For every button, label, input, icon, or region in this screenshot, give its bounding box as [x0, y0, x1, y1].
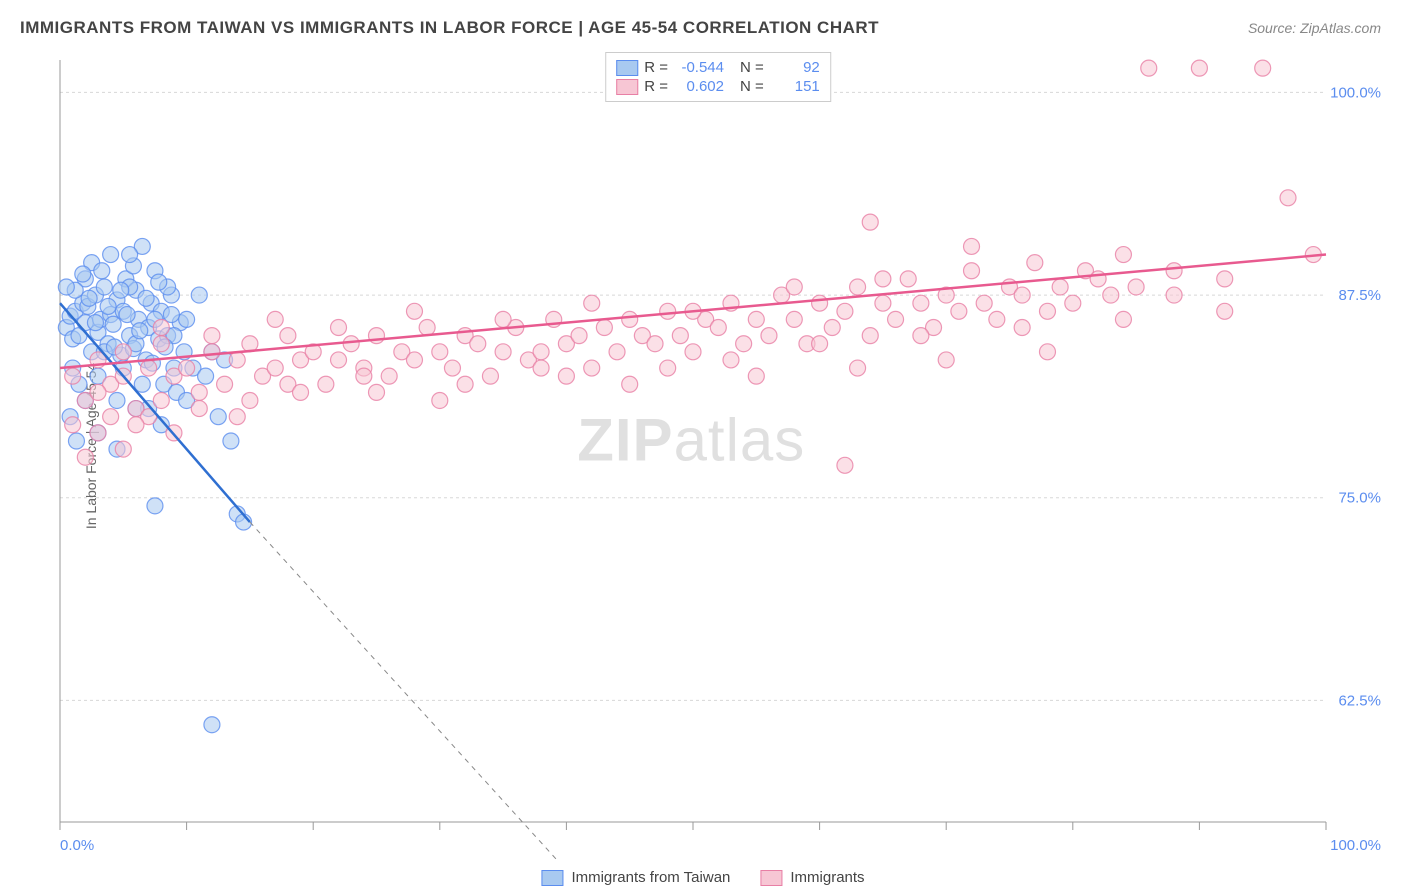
scatter-chart: 62.5% 75.0% 87.5% 100.0% 0.0% 100.0%: [50, 50, 1386, 862]
source-attribution: Source: ZipAtlas.com: [1248, 20, 1381, 36]
svg-text:87.5%: 87.5%: [1338, 287, 1381, 304]
legend-swatch-icon: [541, 870, 563, 886]
plot-area: 62.5% 75.0% 87.5% 100.0% 0.0% 100.0% R = -0.5…: [50, 50, 1386, 862]
chart-title: IMMIGRANTS FROM TAIWAN VS IMMIGRANTS IN …: [20, 18, 879, 38]
legend-swatch-taiwan: [616, 60, 638, 76]
legend-r-value-immigrants: 0.602: [674, 78, 724, 95]
legend-row-taiwan: R = -0.544 N = 92: [616, 59, 820, 76]
svg-text:75.0%: 75.0%: [1338, 490, 1381, 507]
legend-row-immigrants: R = 0.602 N = 151: [616, 78, 820, 95]
legend-n-label: N =: [740, 78, 764, 95]
legend-swatch-immigrants: [616, 79, 638, 95]
legend-label: Immigrants: [790, 869, 864, 886]
legend-r-label: R =: [644, 59, 668, 76]
svg-text:0.0%: 0.0%: [60, 837, 94, 854]
legend-swatch-icon: [760, 870, 782, 886]
legend-n-label: N =: [740, 59, 764, 76]
legend-label: Immigrants from Taiwan: [571, 869, 730, 886]
svg-text:62.5%: 62.5%: [1338, 692, 1381, 709]
legend-r-value-taiwan: -0.544: [674, 59, 724, 76]
legend-r-label: R =: [644, 78, 668, 95]
series-legend: Immigrants from Taiwan Immigrants: [541, 869, 864, 886]
legend-item-taiwan: Immigrants from Taiwan: [541, 869, 730, 886]
legend-n-value-taiwan: 92: [770, 59, 820, 76]
legend-item-immigrants: Immigrants: [760, 869, 864, 886]
correlation-legend: R = -0.544 N = 92 R = 0.602 N = 151: [605, 52, 831, 102]
svg-text:100.0%: 100.0%: [1330, 837, 1381, 854]
svg-text:100.0%: 100.0%: [1330, 84, 1381, 101]
legend-n-value-immigrants: 151: [770, 78, 820, 95]
